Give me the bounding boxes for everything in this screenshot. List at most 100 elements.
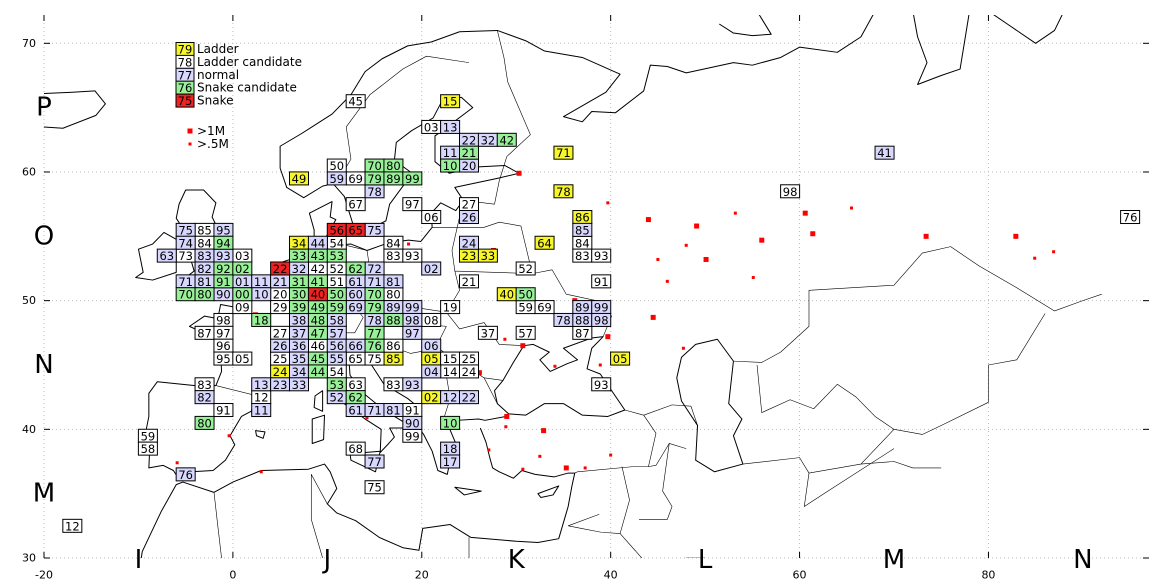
black-sea <box>494 337 624 417</box>
square-label: 83 <box>386 378 401 392</box>
square-label: 48 <box>311 313 326 327</box>
field-label: P <box>36 93 52 123</box>
square-label: 13 <box>254 378 269 392</box>
square-label: 71 <box>178 275 193 289</box>
square-label: 90 <box>405 416 420 430</box>
square-label: 96 <box>216 339 231 353</box>
square-label: 21 <box>273 275 288 289</box>
square-label: 61 <box>348 404 363 418</box>
square-box <box>591 274 612 289</box>
square-label: 38 <box>292 313 307 327</box>
square-label: 91 <box>594 275 609 289</box>
square-label: 71 <box>367 404 382 418</box>
square-box <box>232 351 253 366</box>
city-marker <box>650 314 656 320</box>
square-label: 99 <box>594 301 609 315</box>
square-label: 63 <box>159 249 174 263</box>
square-label: 06 <box>424 339 439 353</box>
square-box <box>307 364 328 379</box>
square-label: 53 <box>329 378 344 392</box>
y-tick-label: 70 <box>22 37 36 50</box>
square-label: 24 <box>273 365 288 379</box>
square-label: 63 <box>348 378 363 392</box>
square-label: 98 <box>405 313 420 327</box>
square-box <box>534 235 555 250</box>
square-label: 02 <box>235 262 250 276</box>
square-label: 76 <box>178 468 193 482</box>
square-label: 89 <box>575 301 590 315</box>
city-marker <box>583 466 587 470</box>
square-label: 98 <box>216 313 231 327</box>
square-label: 88 <box>386 313 401 327</box>
square-label: 67 <box>348 198 363 212</box>
x-tick-label: 60 <box>793 569 807 582</box>
square-label: 11 <box>254 404 269 418</box>
field-label: M <box>883 545 905 575</box>
square-label: 78 <box>367 185 382 199</box>
field-label: M <box>33 479 55 509</box>
square-label: 40 <box>499 288 514 302</box>
y-tick-label: 60 <box>22 165 36 178</box>
legend-label: Snake candidate <box>197 81 297 95</box>
square-box <box>477 248 498 263</box>
square-label: 19 <box>443 301 458 315</box>
square-label: 75 <box>178 223 193 237</box>
square-label: 84 <box>386 236 401 250</box>
square-label: 57 <box>329 326 344 340</box>
square-label: 89 <box>386 301 401 315</box>
square-label: 12 <box>443 391 458 405</box>
city-marker <box>1052 250 1056 254</box>
square-box <box>459 364 479 379</box>
square-label: 03 <box>424 120 439 134</box>
square-box <box>780 184 801 199</box>
square-label: 05 <box>235 352 250 366</box>
square-box <box>383 312 404 327</box>
city-marker <box>516 170 522 176</box>
square-label: 58 <box>141 442 156 456</box>
square-label: 64 <box>537 236 552 250</box>
square-label: 12 <box>65 519 80 533</box>
city-marker <box>1033 256 1037 260</box>
square-label: 22 <box>462 391 477 405</box>
square-label: 34 <box>292 365 307 379</box>
square-label: 71 <box>367 275 382 289</box>
square-label: 52 <box>518 262 533 276</box>
square-label: 46 <box>311 339 326 353</box>
square-label: 42 <box>311 262 326 276</box>
city-marker <box>227 434 231 438</box>
square-box <box>421 338 442 353</box>
square-label: 83 <box>386 249 401 263</box>
square-box <box>459 145 479 160</box>
square-label: 80 <box>386 159 401 173</box>
city-marker <box>802 210 808 216</box>
square-label: 77 <box>367 455 382 469</box>
square-label: 11 <box>254 275 269 289</box>
square-label: 74 <box>178 236 193 250</box>
square-label: 27 <box>273 326 288 340</box>
square-box <box>194 390 215 405</box>
y-tick-label: 30 <box>22 552 36 565</box>
square-label: 90 <box>216 288 231 302</box>
legend-sample: 75 <box>178 94 193 108</box>
square-label: 85 <box>197 223 212 237</box>
square-label: 08 <box>424 313 439 327</box>
square-box <box>364 480 385 495</box>
square-box <box>515 287 536 302</box>
square-label: 11 <box>443 146 458 160</box>
square-label: 15 <box>443 352 458 366</box>
square-box <box>383 403 404 418</box>
square-box <box>515 261 536 276</box>
square-box <box>421 210 442 225</box>
square-label: 45 <box>311 352 326 366</box>
square-label: 35 <box>292 352 307 366</box>
field-label: J <box>321 545 331 575</box>
square-label: 20 <box>462 159 477 173</box>
city-marker <box>733 211 737 215</box>
square-label: 22 <box>462 133 477 147</box>
square-label: 51 <box>329 275 344 289</box>
city-marker <box>1013 233 1019 239</box>
square-label: 12 <box>254 391 269 405</box>
